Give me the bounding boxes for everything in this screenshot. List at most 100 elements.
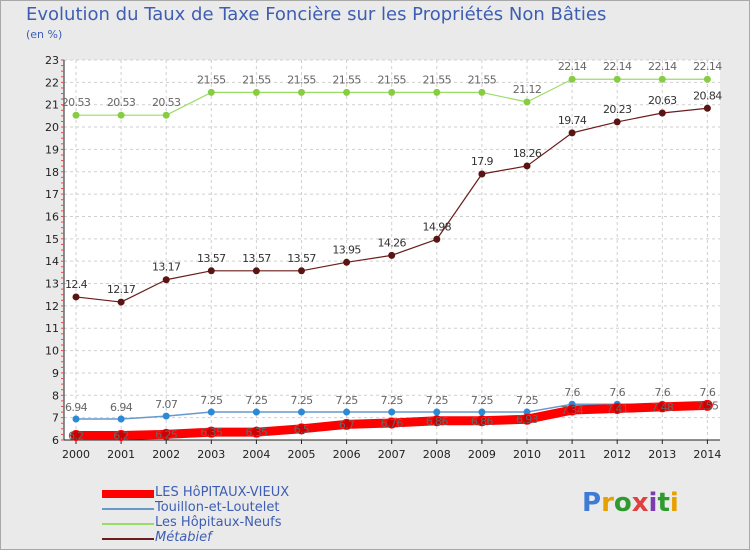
data-label: 20.53 <box>107 96 136 109</box>
data-label: 6.93 <box>516 413 539 426</box>
data-label: 7.07 <box>155 398 178 411</box>
data-point <box>433 235 441 243</box>
data-point <box>521 413 533 425</box>
data-label: 7.55 <box>696 399 719 412</box>
y-tick-label: 21 <box>45 99 59 112</box>
data-label: 7.25 <box>516 394 539 407</box>
y-tick-label: 19 <box>45 143 59 156</box>
legend-label: Métabief <box>155 530 212 545</box>
data-point <box>343 88 351 96</box>
data-point <box>72 415 80 423</box>
proxiti-logo: Proxiti <box>582 488 679 518</box>
data-point <box>162 111 170 119</box>
data-label: 7.34 <box>561 404 584 417</box>
legend-label: Les Hôpitaux-Neufs <box>155 515 282 530</box>
x-tick-label: 2012 <box>603 448 631 461</box>
data-label: 6.2 <box>68 430 84 443</box>
y-tick-label: 7 <box>52 412 59 425</box>
data-point <box>613 118 621 126</box>
data-label: 7.41 <box>606 402 628 415</box>
data-label: 21.55 <box>197 73 226 86</box>
data-point <box>117 298 125 306</box>
data-point <box>433 408 441 416</box>
logo-letter: P <box>582 488 602 518</box>
data-label: 19.74 <box>558 114 587 127</box>
data-label: 6.2 <box>113 430 129 443</box>
data-point <box>388 251 396 259</box>
y-tick-label: 13 <box>45 278 59 291</box>
data-point <box>703 75 711 83</box>
data-point <box>388 408 396 416</box>
x-tick-label: 2013 <box>648 448 676 461</box>
data-label: 21.55 <box>242 73 271 86</box>
y-tick-label: 15 <box>45 233 59 246</box>
data-point <box>386 417 398 429</box>
data-label: 6.5 <box>294 423 310 436</box>
logo-letter: o <box>613 488 632 518</box>
data-label: 7.25 <box>336 394 359 407</box>
y-tick-label: 10 <box>45 345 59 358</box>
y-tick-label: 14 <box>45 255 59 268</box>
logo-letter: i <box>648 488 658 518</box>
x-tick-label: 2010 <box>513 448 541 461</box>
data-label: 13.17 <box>152 261 181 274</box>
data-label: 6.35 <box>245 426 268 439</box>
x-tick-label: 2002 <box>152 448 180 461</box>
data-point <box>72 293 80 301</box>
data-label: 12.17 <box>107 283 136 296</box>
data-label: 12.4 <box>65 278 88 291</box>
data-point <box>298 88 305 96</box>
x-tick-label: 2003 <box>197 448 225 461</box>
data-label: 7.6 <box>654 386 670 399</box>
data-point <box>70 430 82 442</box>
data-point <box>478 170 486 178</box>
data-label: 20.84 <box>693 89 722 102</box>
y-tick-label: 23 <box>45 54 59 67</box>
chart-title: Evolution du Taux de Taxe Foncière sur l… <box>26 4 607 25</box>
y-tick-label: 8 <box>52 389 59 402</box>
data-label: 7.6 <box>564 386 580 399</box>
data-point <box>658 109 666 117</box>
x-tick-label: 2011 <box>558 448 586 461</box>
data-point <box>476 415 488 427</box>
data-point <box>117 111 125 119</box>
data-point <box>523 408 531 416</box>
logo-letter: x <box>631 488 649 518</box>
data-label: 22.14 <box>648 60 677 73</box>
data-point <box>207 88 215 96</box>
legend-swatch <box>102 490 154 498</box>
x-tick-label: 2001 <box>107 448 135 461</box>
data-label: 13.95 <box>332 243 361 256</box>
data-point <box>431 415 443 427</box>
data-point <box>162 276 170 284</box>
data-label: 7.48 <box>651 401 674 414</box>
data-label: 13.57 <box>242 252 271 265</box>
y-tick-label: 17 <box>45 188 59 201</box>
data-point <box>250 426 262 438</box>
data-label: 22.14 <box>603 60 632 73</box>
data-point <box>523 98 531 106</box>
logo-letter: t <box>657 488 670 518</box>
data-point <box>568 75 576 83</box>
x-tick-label: 2006 <box>333 448 361 461</box>
data-point <box>388 88 396 96</box>
y-tick-label: 18 <box>45 166 59 179</box>
data-label: 21.55 <box>287 73 316 86</box>
data-label: 6.86 <box>471 415 494 428</box>
data-point <box>207 267 215 275</box>
legend-swatch <box>102 538 154 540</box>
data-label: 7.25 <box>426 394 449 407</box>
data-label: 18.26 <box>513 147 542 160</box>
logo-letter: i <box>669 488 679 518</box>
data-label: 7.25 <box>471 394 494 407</box>
data-point <box>613 75 621 83</box>
data-label: 20.63 <box>648 94 677 107</box>
data-label: 21.12 <box>513 83 542 96</box>
logo-letter: r <box>601 488 614 518</box>
x-tick-label: 2009 <box>468 448 496 461</box>
data-point <box>478 88 486 96</box>
data-point <box>701 399 713 411</box>
data-point <box>568 129 576 137</box>
data-label: 7.25 <box>245 394 268 407</box>
data-label: 21.55 <box>468 73 497 86</box>
